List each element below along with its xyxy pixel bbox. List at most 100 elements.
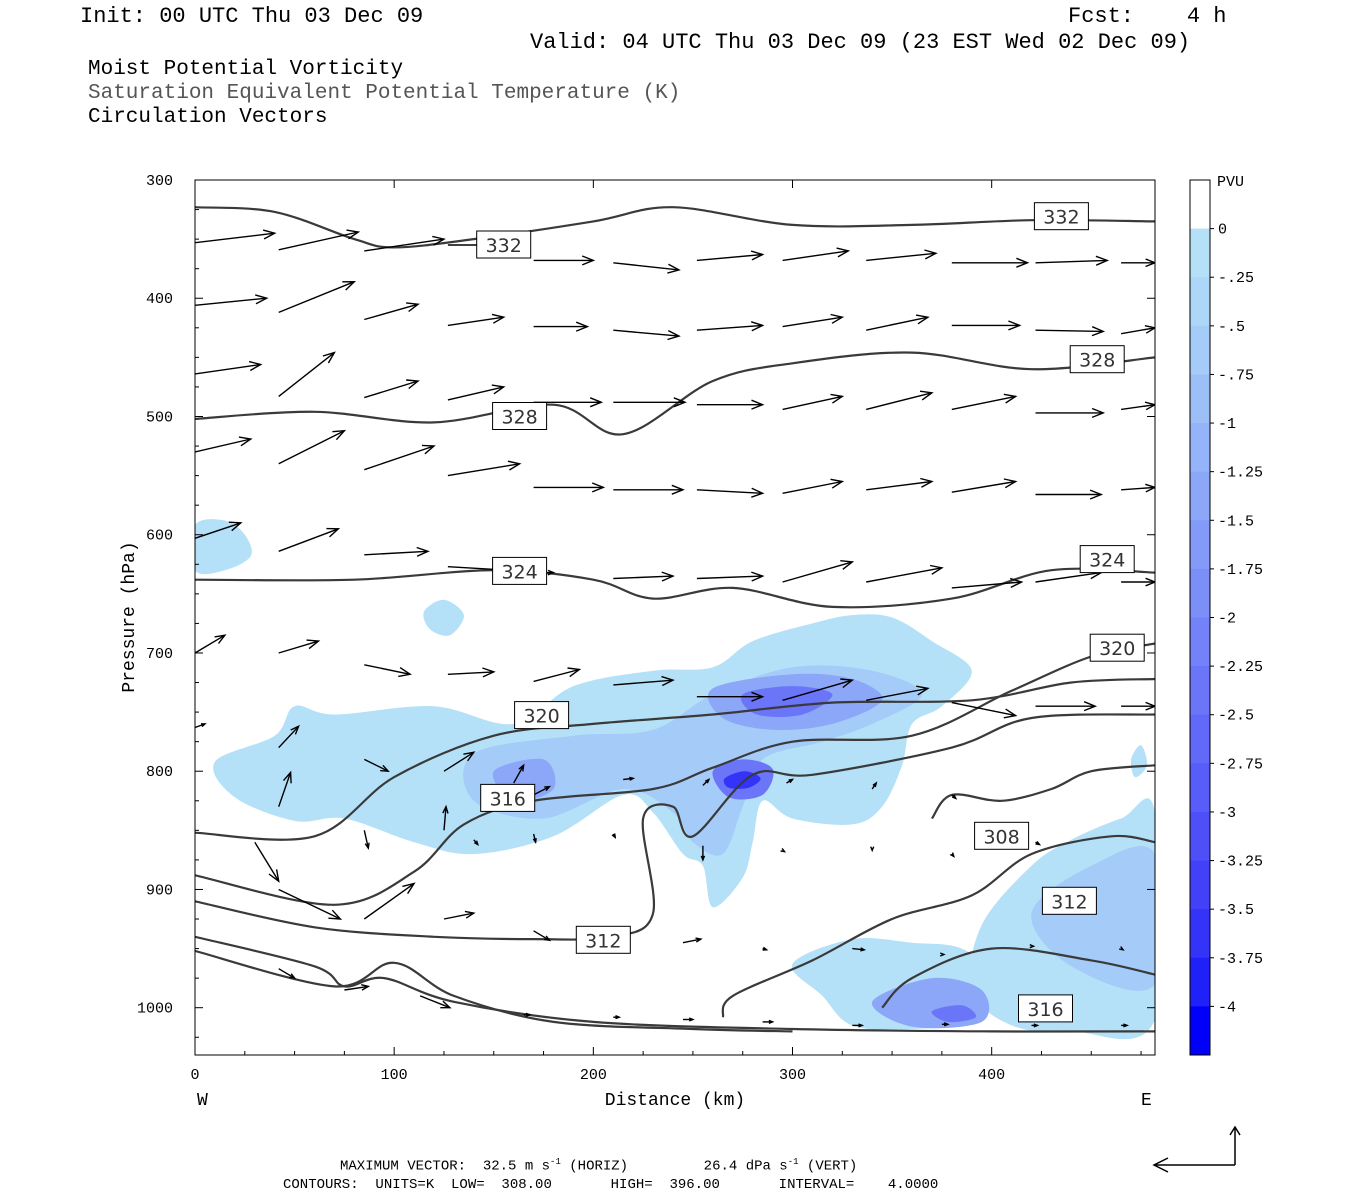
vector-shaft — [195, 438, 251, 453]
contour-label: 324 — [501, 561, 537, 583]
vector-head — [1089, 489, 1104, 500]
pv-region — [423, 599, 464, 636]
circulation-vector — [533, 785, 552, 796]
vector-shaft — [852, 947, 865, 951]
theta-contour-line — [195, 713, 1155, 941]
vector-head — [342, 280, 357, 291]
circulation-vector — [447, 384, 506, 401]
vector-shaft — [447, 316, 504, 327]
field-name-vectors: Circulation Vectors — [88, 106, 328, 129]
vector-shaft — [951, 701, 1016, 717]
colorbar-label: -.75 — [1218, 367, 1254, 384]
circulation-vector — [951, 257, 1030, 268]
circulation-vector — [623, 776, 636, 781]
circulation-vector — [866, 685, 930, 701]
vector-head — [830, 313, 845, 324]
circulation-vector — [364, 546, 430, 557]
vector-head — [924, 249, 938, 260]
vector-head — [1091, 326, 1106, 337]
vector-shaft — [866, 316, 929, 331]
vector-head — [860, 947, 867, 952]
vector-head — [615, 1015, 622, 1020]
vector-shaft — [696, 253, 763, 262]
colorbar-swatch — [1190, 568, 1210, 618]
vector-head — [695, 937, 703, 943]
vector-shaft — [533, 785, 550, 796]
theta-contour-line — [881, 947, 1155, 1009]
circulation-vector — [782, 560, 855, 583]
vector-head — [1145, 701, 1155, 711]
circulation-vector — [195, 229, 277, 244]
circulation-vector — [702, 778, 711, 786]
vector-head — [1016, 257, 1030, 268]
circulation-vector — [613, 675, 675, 687]
vector-head — [1003, 478, 1018, 489]
colorbar-label: -1.25 — [1218, 465, 1263, 482]
vector-shaft — [364, 380, 419, 399]
colorbar-swatch — [1190, 811, 1210, 861]
vector-head — [870, 846, 875, 853]
vector-shaft — [951, 480, 1016, 493]
vector-head — [398, 667, 412, 678]
circulation-vector — [1121, 483, 1155, 493]
vector-head — [704, 778, 711, 784]
pv-region — [931, 1005, 977, 1023]
contour-label: 328 — [1079, 350, 1115, 372]
vector-head — [919, 390, 934, 401]
vector-head — [290, 724, 300, 735]
pv-region — [1130, 745, 1148, 778]
vector-head — [306, 639, 321, 650]
colorbar-swatch — [1190, 714, 1210, 764]
colorbar-swatch — [1190, 860, 1210, 910]
circulation-vector — [951, 794, 958, 800]
vector-head — [432, 235, 446, 246]
circulation-vector — [951, 393, 1018, 411]
circulation-vector — [1120, 325, 1155, 335]
colorbar-label: -1.75 — [1218, 562, 1263, 579]
vector-head — [939, 952, 946, 957]
circulation-vector — [447, 460, 522, 477]
vector-head — [1033, 1023, 1040, 1028]
x-tick-label: 200 — [580, 1067, 607, 1084]
vector-head — [380, 764, 390, 773]
y-tick-label: 700 — [146, 646, 173, 663]
circulation-vector — [762, 946, 769, 951]
vector-shaft — [278, 352, 335, 397]
vector-shaft — [513, 764, 525, 784]
vector-head — [255, 294, 269, 305]
vector-head — [589, 397, 604, 408]
vector-head — [688, 1017, 695, 1022]
theta-contour-line — [195, 949, 793, 1033]
circulation-vector — [532, 833, 537, 845]
colorbar-swatch — [1190, 1006, 1210, 1056]
vector-shaft — [951, 395, 1016, 411]
colorbar-label: -1 — [1218, 416, 1236, 433]
vector-shaft — [443, 806, 447, 831]
circulation-vector — [611, 833, 617, 840]
circulation-vector — [696, 321, 765, 332]
circulation-vector — [278, 770, 292, 807]
contour-label: 308 — [983, 826, 1019, 848]
circulation-vector — [1035, 255, 1110, 266]
circulation-vector — [344, 984, 371, 991]
vector-head — [491, 313, 506, 324]
circulation-vector — [613, 329, 681, 341]
vector-head — [751, 571, 765, 582]
colorbar-swatch — [1190, 325, 1210, 375]
vector-shaft — [1035, 571, 1102, 583]
circulation-vector — [195, 294, 269, 306]
vector-head — [751, 487, 765, 498]
vector-shaft — [533, 668, 580, 683]
vector-shaft — [364, 303, 419, 321]
theta-contour-line — [195, 642, 1155, 906]
contour-label-box — [476, 230, 532, 259]
vector-head — [346, 229, 361, 240]
contour-label: 332 — [486, 235, 522, 257]
vector-shaft — [419, 995, 451, 1009]
vector-head — [406, 302, 420, 313]
vector-head — [1095, 255, 1110, 266]
circulation-vector — [866, 249, 938, 262]
vector-head — [238, 436, 253, 447]
vector-shaft — [782, 679, 853, 701]
